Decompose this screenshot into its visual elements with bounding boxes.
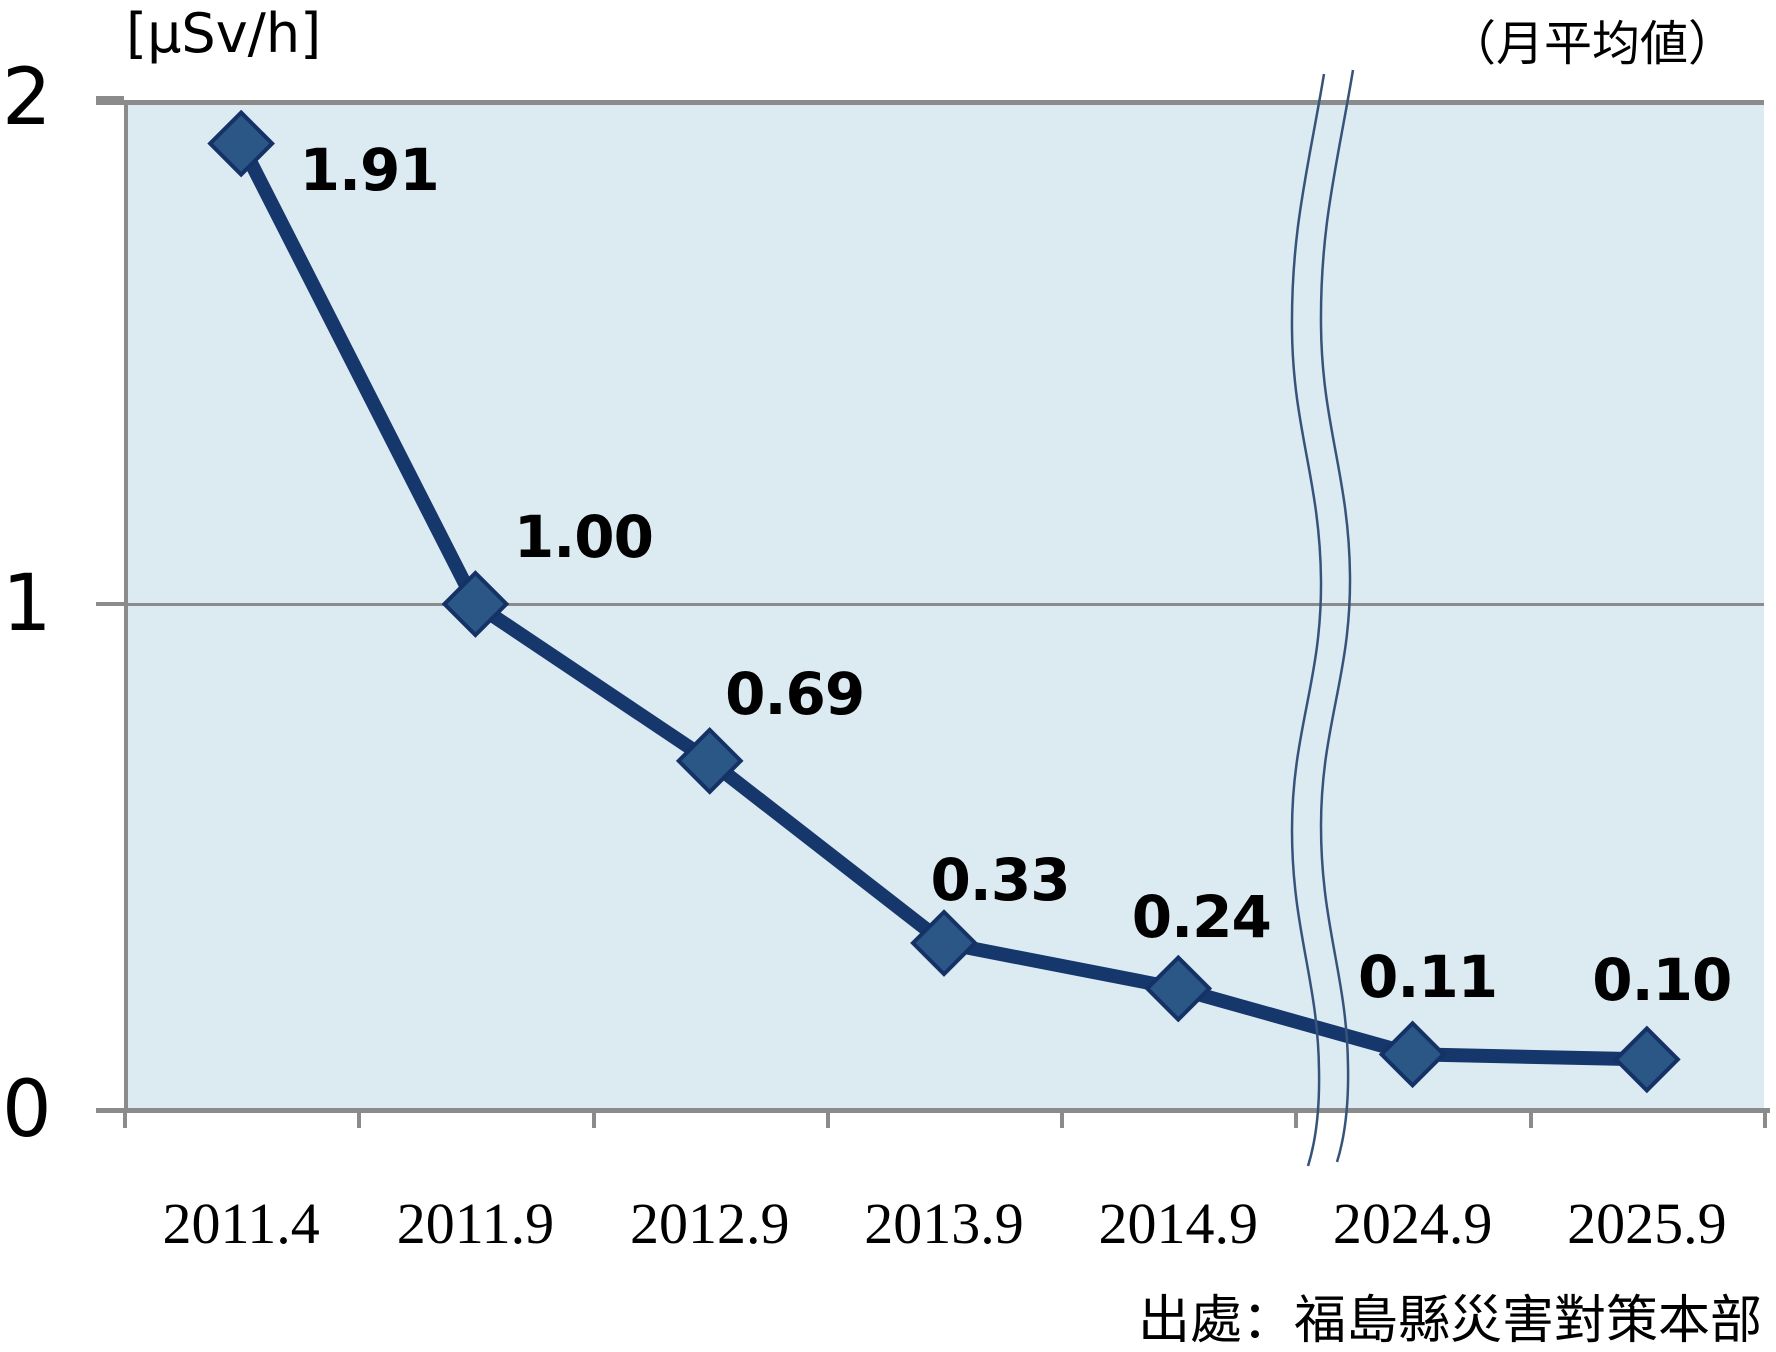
data-point-value-label: 0.11: [1358, 943, 1498, 1012]
axis-break-wave-icon: [1290, 73, 1326, 1167]
y-axis-line: [124, 100, 128, 1113]
source-credit: 出處：福島縣災害對策本部: [1137, 1293, 1762, 1350]
data-point-marker: [910, 909, 978, 977]
x-tick-mark: [591, 1112, 596, 1128]
x-axis-tick-label: 2014.9: [1098, 1191, 1259, 1256]
y-tick-mark: [96, 96, 124, 100]
data-point-value-label: 0.69: [725, 659, 865, 728]
data-point-marker: [1144, 954, 1213, 1023]
data-point-value-label: 0.24: [1131, 882, 1272, 951]
x-axis-line: [96, 1108, 1770, 1113]
x-axis-tick-label: 2025.9: [1567, 1191, 1727, 1256]
y-axis-unit-label: [μSv/h]: [126, 2, 322, 65]
x-tick-mark: [825, 1112, 830, 1128]
data-point-value-label: 0.10: [1592, 946, 1732, 1015]
data-point-value-label: 0.33: [930, 846, 1070, 915]
data-point-marker: [441, 570, 510, 638]
axis-break-wave-icon: [1319, 69, 1355, 1163]
x-tick-mark: [123, 1112, 127, 1128]
x-tick-mark: [1763, 1112, 1767, 1128]
plot-top-border: [96, 100, 1764, 105]
x-axis-tick-label: 2013.9: [864, 1191, 1024, 1256]
data-point-value-label: 1.00: [513, 503, 654, 571]
y-axis-tick-label: 0: [2, 1065, 52, 1155]
y-tick-mark: [96, 1108, 124, 1112]
y-axis-tick-label: 2: [2, 53, 52, 143]
data-point-value-label: 1.91: [299, 135, 440, 204]
x-tick-mark: [1528, 1112, 1533, 1128]
gridline-1: [128, 603, 1764, 606]
data-point-marker: [207, 109, 275, 178]
x-axis-tick-label: 2012.9: [629, 1191, 790, 1256]
y-tick-mark: [96, 602, 124, 606]
y-axis-tick-label: 1: [2, 559, 52, 649]
chart-subtitle: （月平均値）: [1447, 18, 1736, 71]
data-point-marker: [1378, 1020, 1447, 1089]
x-tick-mark: [1294, 1112, 1299, 1128]
x-tick-mark: [1060, 1112, 1065, 1128]
x-axis-tick-label: 2011.4: [162, 1191, 320, 1256]
data-point-marker: [675, 727, 744, 795]
x-axis-tick-label: 2024.9: [1332, 1191, 1493, 1256]
x-axis-tick-label: 2011.9: [396, 1191, 555, 1256]
data-point-marker: [1613, 1025, 1681, 1094]
x-tick-mark: [357, 1112, 362, 1128]
